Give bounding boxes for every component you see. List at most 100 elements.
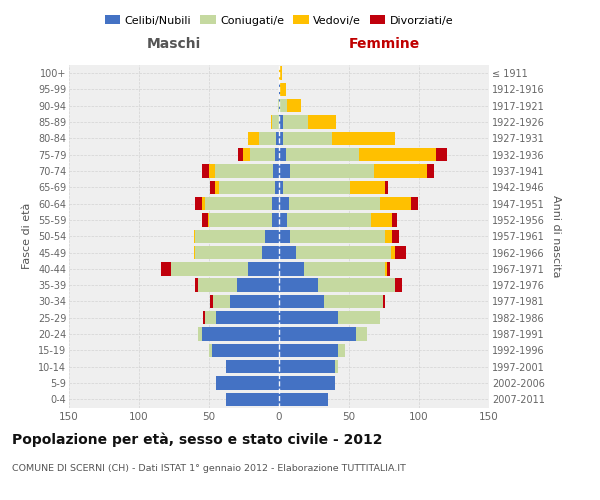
Bar <box>262 246 279 259</box>
Bar <box>335 360 338 374</box>
Bar <box>278 99 279 112</box>
Bar <box>279 278 318 292</box>
Y-axis label: Fasce di età: Fasce di età <box>22 203 32 270</box>
Bar <box>387 262 389 276</box>
Bar <box>275 148 279 162</box>
Bar <box>289 197 380 210</box>
Text: COMUNE DI SCERNI (CH) - Dati ISTAT 1° gennaio 2012 - Elaborazione TUTTITALIA.IT: COMUNE DI SCERNI (CH) - Dati ISTAT 1° ge… <box>12 464 406 473</box>
Bar <box>226 392 279 406</box>
Bar <box>202 197 205 210</box>
Bar <box>290 230 385 243</box>
Bar <box>271 116 272 129</box>
Bar <box>219 180 275 194</box>
Bar <box>216 311 279 324</box>
Bar <box>304 262 385 276</box>
Bar <box>209 214 272 226</box>
Bar <box>215 164 274 177</box>
Bar <box>280 83 286 96</box>
Bar <box>195 246 262 259</box>
Bar <box>279 148 286 162</box>
Legend: Celibi/Nubili, Coniugati/e, Vedovi/e, Divorziati/e: Celibi/Nubili, Coniugati/e, Vedovi/e, Di… <box>100 10 458 30</box>
Bar <box>280 99 287 112</box>
Bar <box>383 295 385 308</box>
Bar <box>371 214 392 226</box>
Bar <box>272 197 279 210</box>
Bar <box>279 262 304 276</box>
Bar <box>380 197 410 210</box>
Bar <box>211 295 213 308</box>
Bar <box>279 328 356 341</box>
Bar <box>279 344 338 357</box>
Bar <box>279 132 283 145</box>
Bar <box>248 132 259 145</box>
Bar <box>202 328 279 341</box>
Bar <box>238 148 242 162</box>
Bar <box>279 214 287 226</box>
Bar <box>332 132 395 145</box>
Bar <box>385 180 388 194</box>
Bar <box>194 230 195 243</box>
Bar <box>202 214 208 226</box>
Bar <box>272 116 279 129</box>
Bar <box>283 132 332 145</box>
Bar <box>279 376 335 390</box>
Bar <box>216 376 279 390</box>
Bar <box>436 148 447 162</box>
Bar <box>356 328 367 341</box>
Bar <box>209 344 212 357</box>
Bar <box>279 246 296 259</box>
Bar <box>208 214 209 226</box>
Text: Popolazione per età, sesso e stato civile - 2012: Popolazione per età, sesso e stato civil… <box>12 432 383 447</box>
Text: Maschi: Maschi <box>147 38 201 52</box>
Bar <box>230 295 279 308</box>
Bar <box>272 214 279 226</box>
Bar <box>359 148 436 162</box>
Bar <box>392 230 400 243</box>
Bar <box>385 262 387 276</box>
Bar <box>318 278 395 292</box>
Bar <box>279 230 290 243</box>
Bar <box>392 214 397 226</box>
Bar <box>248 262 279 276</box>
Bar <box>286 148 359 162</box>
Bar <box>202 164 209 177</box>
Bar <box>203 311 205 324</box>
Bar <box>171 262 248 276</box>
Bar <box>205 311 216 324</box>
Bar <box>226 360 279 374</box>
Bar <box>237 278 279 292</box>
Bar <box>259 132 276 145</box>
Bar <box>338 344 345 357</box>
Bar <box>195 278 198 292</box>
Bar <box>279 311 338 324</box>
Bar <box>279 99 280 112</box>
Bar <box>283 180 350 194</box>
Bar <box>279 83 280 96</box>
Bar <box>374 164 427 177</box>
Bar <box>279 197 289 210</box>
Bar <box>279 180 283 194</box>
Bar <box>209 164 215 177</box>
Bar <box>395 278 402 292</box>
Bar <box>265 230 279 243</box>
Bar <box>279 116 283 129</box>
Bar <box>279 295 324 308</box>
Bar <box>274 164 279 177</box>
Bar <box>395 246 406 259</box>
Bar <box>427 164 434 177</box>
Bar <box>287 214 371 226</box>
Bar <box>391 246 395 259</box>
Bar <box>338 311 380 324</box>
Bar <box>198 328 202 341</box>
Bar <box>385 230 392 243</box>
Text: Femmine: Femmine <box>349 38 419 52</box>
Bar <box>195 230 265 243</box>
Bar <box>275 180 279 194</box>
Bar <box>410 197 418 210</box>
Bar <box>350 180 385 194</box>
Bar <box>296 246 391 259</box>
Bar <box>205 197 272 210</box>
Bar <box>279 392 328 406</box>
Bar <box>213 295 230 308</box>
Bar <box>276 132 279 145</box>
